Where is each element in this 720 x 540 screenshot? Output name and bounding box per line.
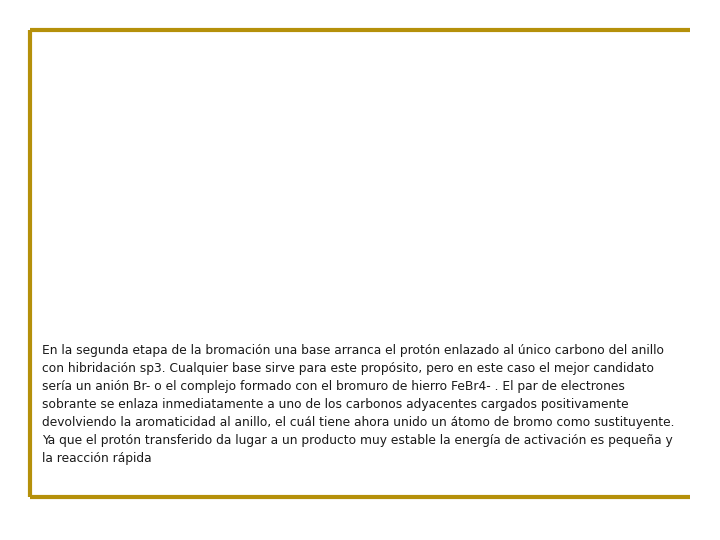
Text: En la segunda etapa de la bromación una base arranca el protón enlazado al único: En la segunda etapa de la bromación una … [42, 344, 675, 465]
